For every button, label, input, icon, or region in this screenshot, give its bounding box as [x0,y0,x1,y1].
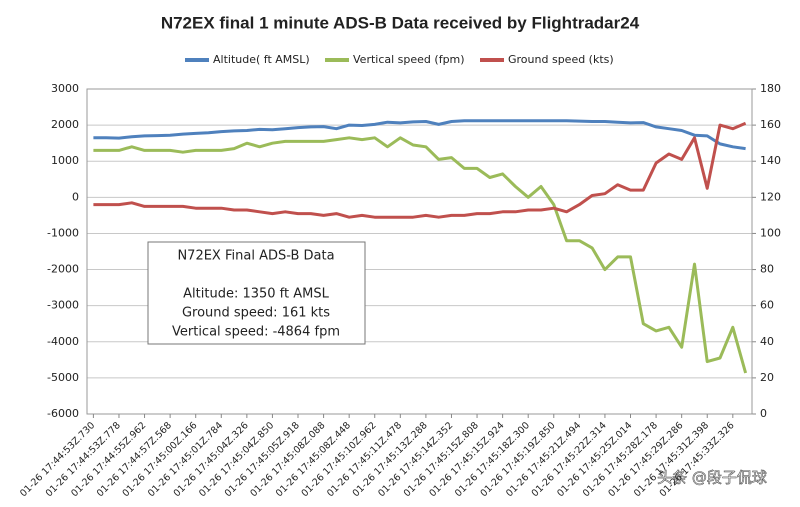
y-tick-label: 0 [72,190,79,203]
y2-tick-label: 120 [760,190,781,203]
y2-tick-label: 160 [760,118,781,131]
y-tick-label: 2000 [51,118,79,131]
y-tick-label: -2000 [47,263,79,276]
y2-tick-label: 180 [760,82,781,95]
watermark: 头条 @段子侃球 [657,469,767,487]
legend-label: Vertical speed (fpm) [353,53,465,66]
series-line [93,121,747,219]
plot-area [86,88,753,415]
legend-label: Ground speed (kts) [508,53,614,66]
y2-tick-label: 100 [760,226,781,239]
y-tick-label: 1000 [51,154,79,167]
y-tick-label: -1000 [47,226,79,239]
y-tick-label: -3000 [47,299,79,312]
series-line [93,136,748,374]
annotation-line: Ground speed: 161 kts [182,306,330,321]
annotation-box [147,241,366,345]
series-line [93,119,746,151]
y2-tick-label: 20 [760,371,774,384]
y2-tick-label: 60 [760,299,774,312]
y2-tick-label: 80 [760,263,774,276]
annotation-line: Vertical speed: -4864 fpm [172,325,340,340]
annotation-line: Altitude: 1350 ft AMSL [183,287,329,302]
y-tick-label: -6000 [47,407,79,420]
chart-title: N72EX final 1 minute ADS-B Data received… [161,13,640,32]
legend-label: Altitude( ft AMSL) [213,53,310,66]
y2-tick-label: 40 [760,335,774,348]
y-tick-label: 3000 [51,82,79,95]
y2-tick-label: 140 [760,154,781,167]
y-tick-label: -5000 [47,371,79,384]
annotation-title: N72EX Final ADS-B Data [177,249,334,264]
y-tick-label: -4000 [47,335,79,348]
y2-tick-label: 0 [760,407,767,420]
